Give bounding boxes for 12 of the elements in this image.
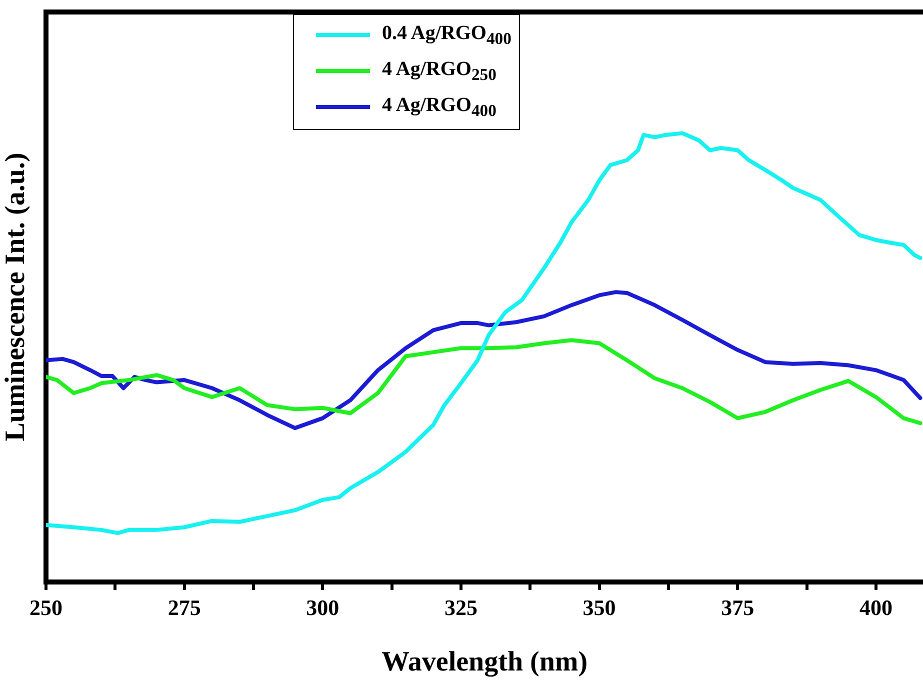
x-tick-label: 350	[582, 594, 616, 620]
y-axis-title: Luminescence Int. (a.u.)	[0, 152, 32, 442]
legend-label: 4 Ag/RGO$_{400}$	[382, 94, 496, 120]
x-tick-label: 250	[30, 594, 62, 620]
x-axis-title: Wavelength (nm)	[381, 646, 588, 678]
x-tick-label: 400	[859, 594, 892, 620]
legend-label: 4 Ag/RGO$_{250}$	[382, 58, 496, 84]
x-tick-label: 375	[721, 594, 754, 620]
legend-label: 0.4 Ag/RGO$_{400}$	[382, 22, 512, 48]
x-tick-label: 300	[306, 594, 340, 620]
x-tick-label: 325	[444, 594, 478, 620]
x-tick-label: 275	[168, 594, 201, 620]
